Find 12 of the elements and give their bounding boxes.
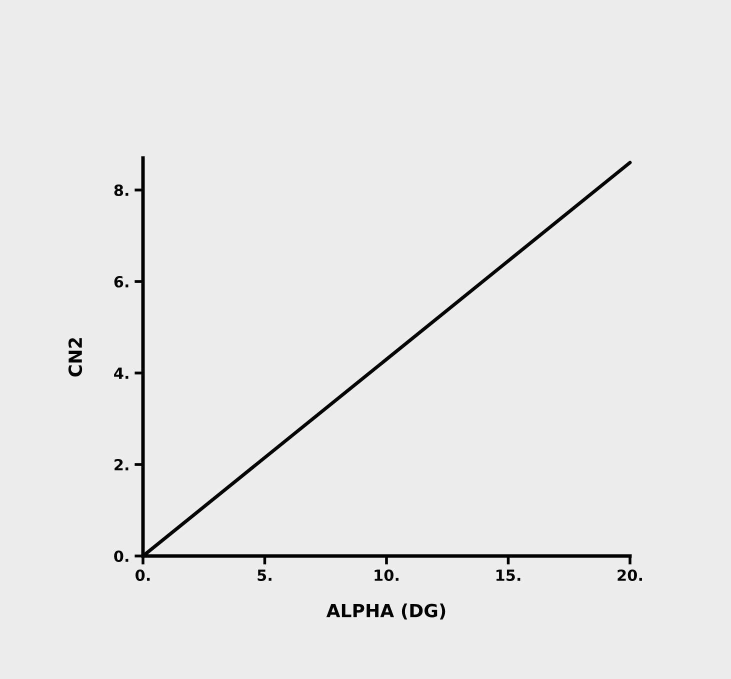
x-tick-label: 15.: [496, 570, 520, 582]
x-tick-label: 5.: [258, 570, 272, 582]
y-tick-label: 2.: [114, 458, 128, 470]
y-tick-label: 4.: [114, 368, 128, 379]
y-axis-title: CN2: [68, 338, 82, 377]
y-tick-label: 6.: [114, 276, 128, 288]
x-tick-label: 20.: [618, 569, 642, 582]
x-axis-title: ALPHA (DG): [326, 603, 446, 620]
y-tick-label: 8.: [114, 184, 128, 196]
y-tick-label: 0.: [114, 550, 128, 562]
x-tick-label: 10.: [374, 569, 398, 582]
x-tick-label: 0.: [136, 569, 150, 582]
